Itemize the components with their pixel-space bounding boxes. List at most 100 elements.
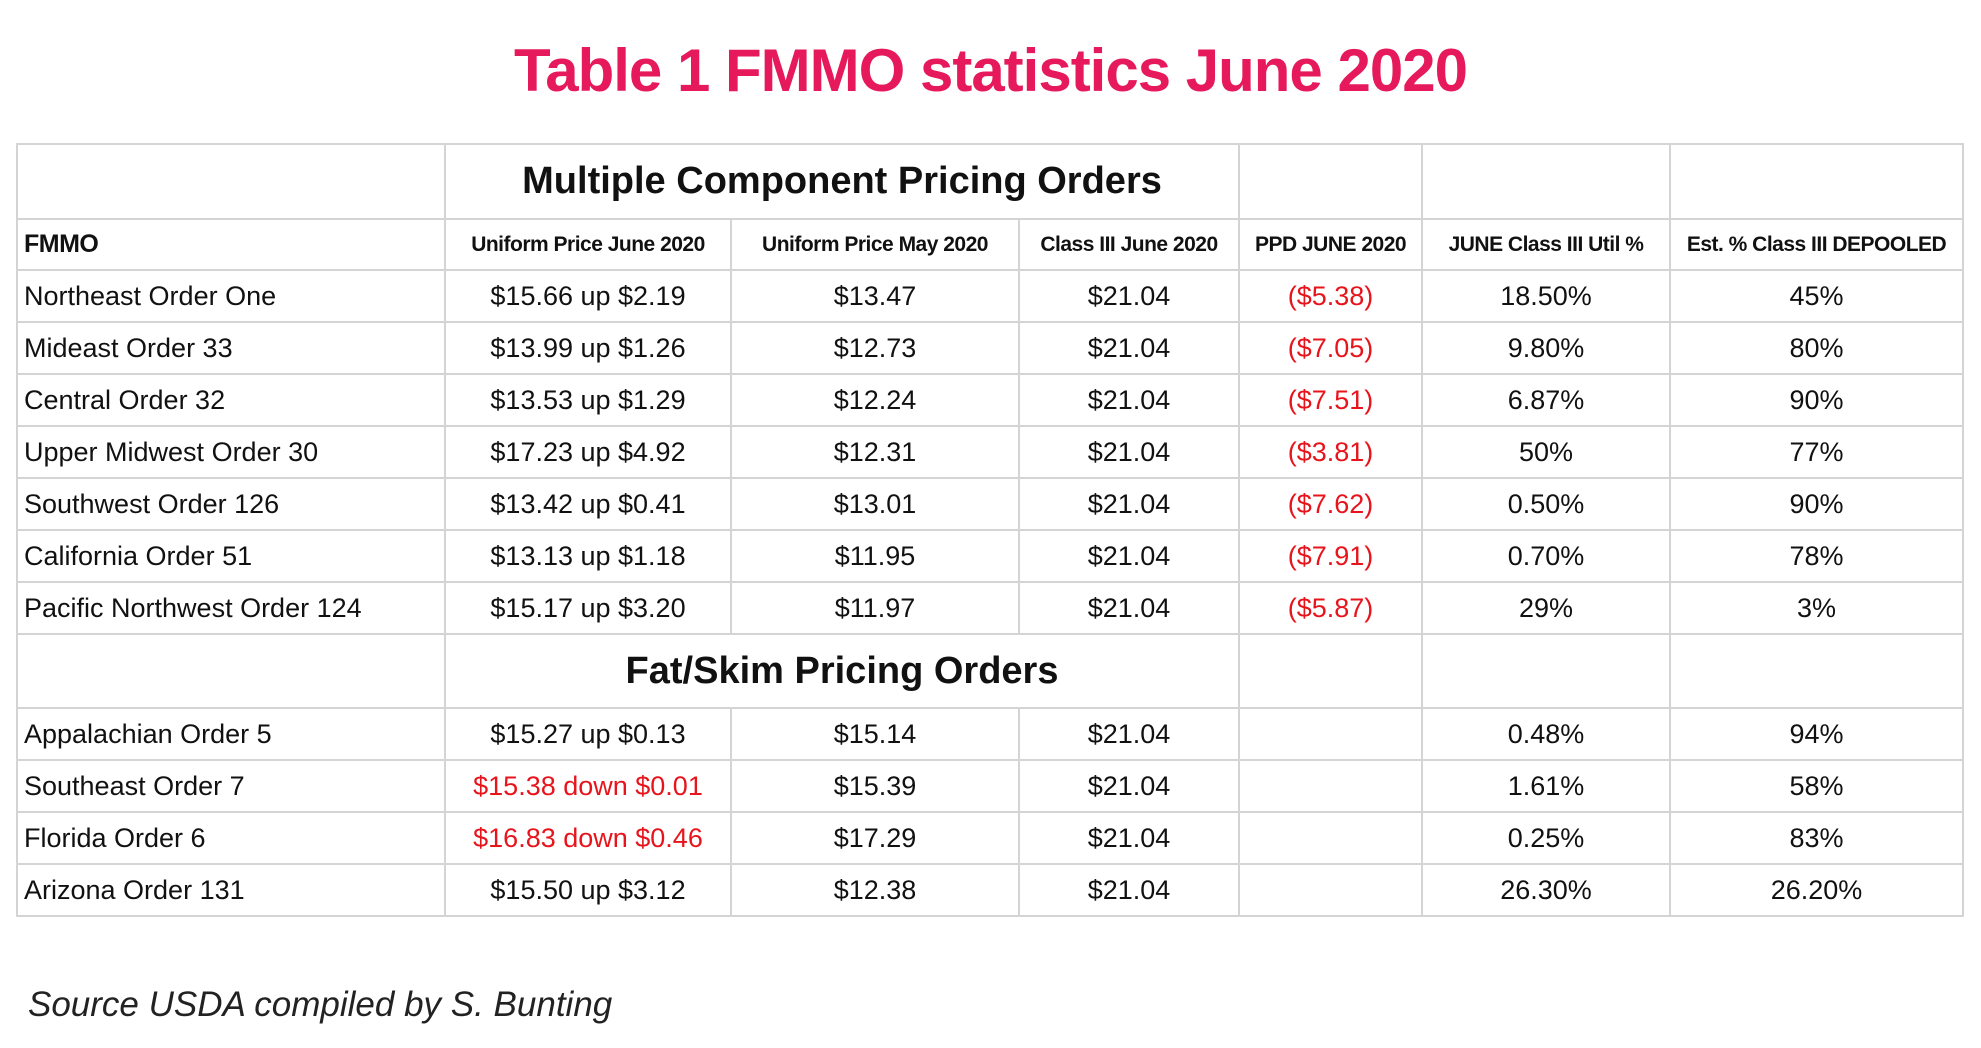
cell: Pacific Northwest Order 124 bbox=[16, 581, 446, 635]
cell: Central Order 32 bbox=[16, 373, 446, 427]
cell bbox=[16, 143, 446, 220]
cell: Mideast Order 33 bbox=[16, 321, 446, 375]
cell bbox=[1669, 633, 1965, 709]
cell: $13.42 up $0.41 bbox=[444, 477, 732, 531]
cell: $21.04 bbox=[1017, 425, 1241, 479]
cell bbox=[16, 633, 446, 709]
cell: $15.17 up $3.20 bbox=[444, 581, 732, 635]
table-row: Southeast Order 7 $15.38 down $0.01 $15.39… bbox=[16, 759, 1965, 813]
table-row: Central Order 32 $13.53 up $1.29 $12.24 $21… bbox=[16, 373, 1965, 427]
cell: Arizona Order 131 bbox=[16, 863, 446, 917]
cell bbox=[1238, 143, 1424, 220]
cell: $21.04 bbox=[1017, 321, 1241, 375]
cell bbox=[1238, 759, 1424, 813]
column-header: Est. % Class III DEPOOLED bbox=[1669, 218, 1965, 271]
cell: 0.25% bbox=[1421, 811, 1672, 865]
column-header: Class III June 2020 bbox=[1017, 218, 1241, 271]
cell: 77% bbox=[1669, 425, 1965, 479]
cell: $15.14 bbox=[730, 707, 1020, 761]
cell: $12.73 bbox=[730, 321, 1020, 375]
cell: 50% bbox=[1421, 425, 1672, 479]
column-header: FMMO bbox=[16, 218, 446, 271]
cell: ($7.91) bbox=[1238, 529, 1424, 583]
cell: 26.20% bbox=[1669, 863, 1965, 917]
cell: $13.01 bbox=[730, 477, 1020, 531]
cell bbox=[1238, 811, 1424, 865]
source-note: Source USDA compiled by S. Bunting bbox=[28, 985, 613, 1024]
cell: 78% bbox=[1669, 529, 1965, 583]
table-row: Arizona Order 131 $15.50 up $3.12 $12.38 $2… bbox=[16, 863, 1965, 917]
cell: $17.23 up $4.92 bbox=[444, 425, 732, 479]
cell: 3% bbox=[1669, 581, 1965, 635]
cell: 90% bbox=[1669, 477, 1965, 531]
cell: 80% bbox=[1669, 321, 1965, 375]
column-header: PPD JUNE 2020 bbox=[1238, 218, 1424, 271]
cell: 45% bbox=[1669, 269, 1965, 323]
section-heading: Fat/Skim Pricing Orders bbox=[443, 633, 1241, 709]
column-header: Uniform Price May 2020 bbox=[730, 218, 1020, 271]
table-row: Appalachian Order 5 $15.27 up $0.13 $15.14… bbox=[16, 707, 1965, 761]
cell: $12.38 bbox=[730, 863, 1020, 917]
cell: 29% bbox=[1421, 581, 1672, 635]
cell: $17.29 bbox=[730, 811, 1020, 865]
cell: 9.80% bbox=[1421, 321, 1672, 375]
table-row: Pacific Northwest Order 124 $15.17 up $3.… bbox=[16, 581, 1965, 635]
cell: $15.27 up $0.13 bbox=[444, 707, 732, 761]
cell bbox=[1238, 863, 1424, 917]
cell: $11.95 bbox=[730, 529, 1020, 583]
cell: $11.97 bbox=[730, 581, 1020, 635]
cell: Florida Order 6 bbox=[16, 811, 446, 865]
cell: ($3.81) bbox=[1238, 425, 1424, 479]
cell: 94% bbox=[1669, 707, 1965, 761]
cell: $21.04 bbox=[1017, 759, 1241, 813]
table-row: California Order 51 $13.13 up $1.18 $11.95… bbox=[16, 529, 1965, 583]
cell: $21.04 bbox=[1017, 477, 1241, 531]
column-header: JUNE Class III Util % bbox=[1421, 218, 1672, 271]
cell: $21.04 bbox=[1017, 863, 1241, 917]
cell: ($7.05) bbox=[1238, 321, 1424, 375]
section-heading-row: Fat/Skim Pricing Orders bbox=[16, 633, 1965, 709]
cell: 58% bbox=[1669, 759, 1965, 813]
cell bbox=[1421, 143, 1672, 220]
section-heading: Multiple Component Pricing Orders bbox=[443, 143, 1241, 220]
cell: 0.50% bbox=[1421, 477, 1672, 531]
cell: 0.48% bbox=[1421, 707, 1672, 761]
cell: $13.99 up $1.26 bbox=[444, 321, 732, 375]
cell: Northeast Order One bbox=[16, 269, 446, 323]
cell bbox=[1669, 143, 1965, 220]
cell: ($5.38) bbox=[1238, 269, 1424, 323]
table-row: Mideast Order 33 $13.99 up $1.26 $12.73 $21… bbox=[16, 321, 1965, 375]
cell: $21.04 bbox=[1017, 581, 1241, 635]
cell: Appalachian Order 5 bbox=[16, 707, 446, 761]
cell: Southeast Order 7 bbox=[16, 759, 446, 813]
cell: 0.70% bbox=[1421, 529, 1672, 583]
cell: $21.04 bbox=[1017, 707, 1241, 761]
cell: $21.04 bbox=[1017, 529, 1241, 583]
table-row: Florida Order 6 $16.83 down $0.46 $17.29 $2… bbox=[16, 811, 1965, 865]
cell: $15.50 up $3.12 bbox=[444, 863, 732, 917]
cell: $12.24 bbox=[730, 373, 1020, 427]
cell: ($5.87) bbox=[1238, 581, 1424, 635]
cell: Southwest Order 126 bbox=[16, 477, 446, 531]
cell: $13.53 up $1.29 bbox=[444, 373, 732, 427]
cell: 26.30% bbox=[1421, 863, 1672, 917]
cell: $12.31 bbox=[730, 425, 1020, 479]
cell: California Order 51 bbox=[16, 529, 446, 583]
table-row: Southwest Order 126 $13.42 up $0.41 $13.01… bbox=[16, 477, 1965, 531]
section-heading-row: Multiple Component Pricing Orders bbox=[16, 143, 1965, 220]
column-header-row: FMMO Uniform Price June 2020 Uniform Price… bbox=[16, 218, 1965, 271]
cell: ($7.51) bbox=[1238, 373, 1424, 427]
cell: 18.50% bbox=[1421, 269, 1672, 323]
table-row: Upper Midwest Order 30 $17.23 up $4.92 $12… bbox=[16, 425, 1965, 479]
cell: 90% bbox=[1669, 373, 1965, 427]
cell: $16.83 down $0.46 bbox=[444, 811, 732, 865]
cell bbox=[1238, 707, 1424, 761]
cell: $13.13 up $1.18 bbox=[444, 529, 732, 583]
cell: $21.04 bbox=[1017, 811, 1241, 865]
cell: 1.61% bbox=[1421, 759, 1672, 813]
cell: $21.04 bbox=[1017, 269, 1241, 323]
cell: ($7.62) bbox=[1238, 477, 1424, 531]
cell bbox=[1421, 633, 1672, 709]
title: Table 1 FMMO statistics June 2020 bbox=[514, 37, 1468, 104]
